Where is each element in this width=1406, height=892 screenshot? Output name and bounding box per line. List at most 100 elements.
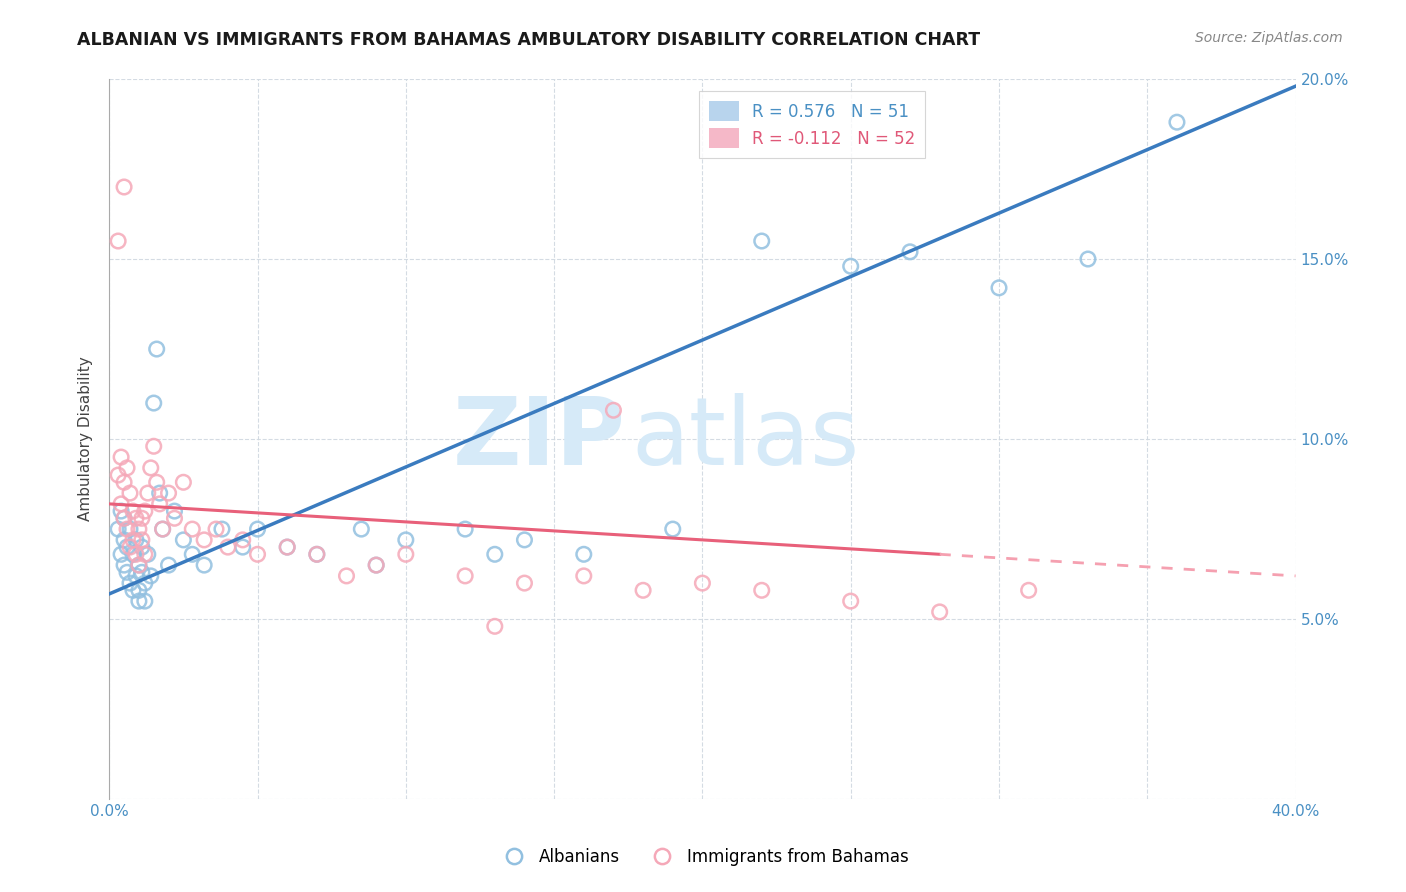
Point — [602, 403, 624, 417]
Point — [211, 522, 233, 536]
Point — [128, 583, 150, 598]
Point — [149, 497, 172, 511]
Point — [115, 540, 138, 554]
Point — [454, 522, 477, 536]
Point — [928, 605, 950, 619]
Legend: Albanians, Immigrants from Bahamas: Albanians, Immigrants from Bahamas — [491, 842, 915, 873]
Point — [839, 594, 862, 608]
Point — [107, 234, 129, 248]
Point — [122, 583, 145, 598]
Point — [131, 540, 153, 554]
Point — [572, 569, 595, 583]
Point — [232, 540, 254, 554]
Point — [110, 450, 132, 464]
Point — [122, 533, 145, 547]
Point — [366, 558, 388, 573]
Point — [110, 547, 132, 561]
Point — [115, 566, 138, 580]
Point — [145, 475, 167, 490]
Y-axis label: Ambulatory Disability: Ambulatory Disability — [79, 357, 93, 522]
Point — [350, 522, 373, 536]
Point — [1077, 252, 1099, 266]
Point — [335, 569, 357, 583]
Point — [395, 547, 418, 561]
Point — [172, 475, 194, 490]
Point — [112, 475, 135, 490]
Point — [366, 558, 388, 573]
Point — [513, 533, 536, 547]
Point — [454, 569, 477, 583]
Point — [112, 511, 135, 525]
Point — [128, 594, 150, 608]
Point — [118, 486, 141, 500]
Point — [125, 511, 148, 525]
Point — [112, 533, 135, 547]
Point — [152, 522, 174, 536]
Point — [134, 504, 156, 518]
Legend: R = 0.576   N = 51, R = -0.112   N = 52: R = 0.576 N = 51, R = -0.112 N = 52 — [699, 91, 925, 158]
Point — [128, 558, 150, 573]
Point — [751, 234, 773, 248]
Point — [395, 533, 418, 547]
Point — [157, 558, 180, 573]
Point — [128, 522, 150, 536]
Point — [572, 547, 595, 561]
Point — [149, 486, 172, 500]
Point — [631, 583, 654, 598]
Point — [125, 547, 148, 561]
Point — [163, 504, 186, 518]
Point — [118, 540, 141, 554]
Point — [134, 594, 156, 608]
Point — [276, 540, 298, 554]
Point — [217, 540, 239, 554]
Point — [110, 504, 132, 518]
Point — [157, 486, 180, 500]
Point — [1166, 115, 1188, 129]
Point — [898, 244, 921, 259]
Point — [112, 511, 135, 525]
Text: Source: ZipAtlas.com: Source: ZipAtlas.com — [1195, 31, 1343, 45]
Point — [136, 547, 159, 561]
Point — [107, 468, 129, 483]
Point — [142, 439, 165, 453]
Point — [118, 522, 141, 536]
Point — [163, 511, 186, 525]
Point — [692, 576, 714, 591]
Point — [139, 461, 162, 475]
Point — [1018, 583, 1040, 598]
Point — [131, 566, 153, 580]
Point — [122, 504, 145, 518]
Point — [232, 533, 254, 547]
Point — [134, 547, 156, 561]
Point — [107, 522, 129, 536]
Point — [193, 533, 215, 547]
Point — [513, 576, 536, 591]
Point — [122, 547, 145, 561]
Point — [112, 180, 135, 194]
Point — [110, 497, 132, 511]
Point — [205, 522, 228, 536]
Point — [246, 547, 269, 561]
Point — [125, 533, 148, 547]
Point — [484, 547, 506, 561]
Point — [484, 619, 506, 633]
Point — [115, 522, 138, 536]
Point — [125, 569, 148, 583]
Point — [152, 522, 174, 536]
Point — [751, 583, 773, 598]
Point — [172, 533, 194, 547]
Point — [139, 569, 162, 583]
Point — [118, 576, 141, 591]
Point — [305, 547, 328, 561]
Point — [305, 547, 328, 561]
Point — [136, 486, 159, 500]
Point — [142, 396, 165, 410]
Point — [988, 281, 1011, 295]
Point — [115, 461, 138, 475]
Text: ALBANIAN VS IMMIGRANTS FROM BAHAMAS AMBULATORY DISABILITY CORRELATION CHART: ALBANIAN VS IMMIGRANTS FROM BAHAMAS AMBU… — [77, 31, 980, 49]
Point — [131, 533, 153, 547]
Point — [181, 547, 204, 561]
Point — [246, 522, 269, 536]
Point — [839, 259, 862, 273]
Point — [145, 342, 167, 356]
